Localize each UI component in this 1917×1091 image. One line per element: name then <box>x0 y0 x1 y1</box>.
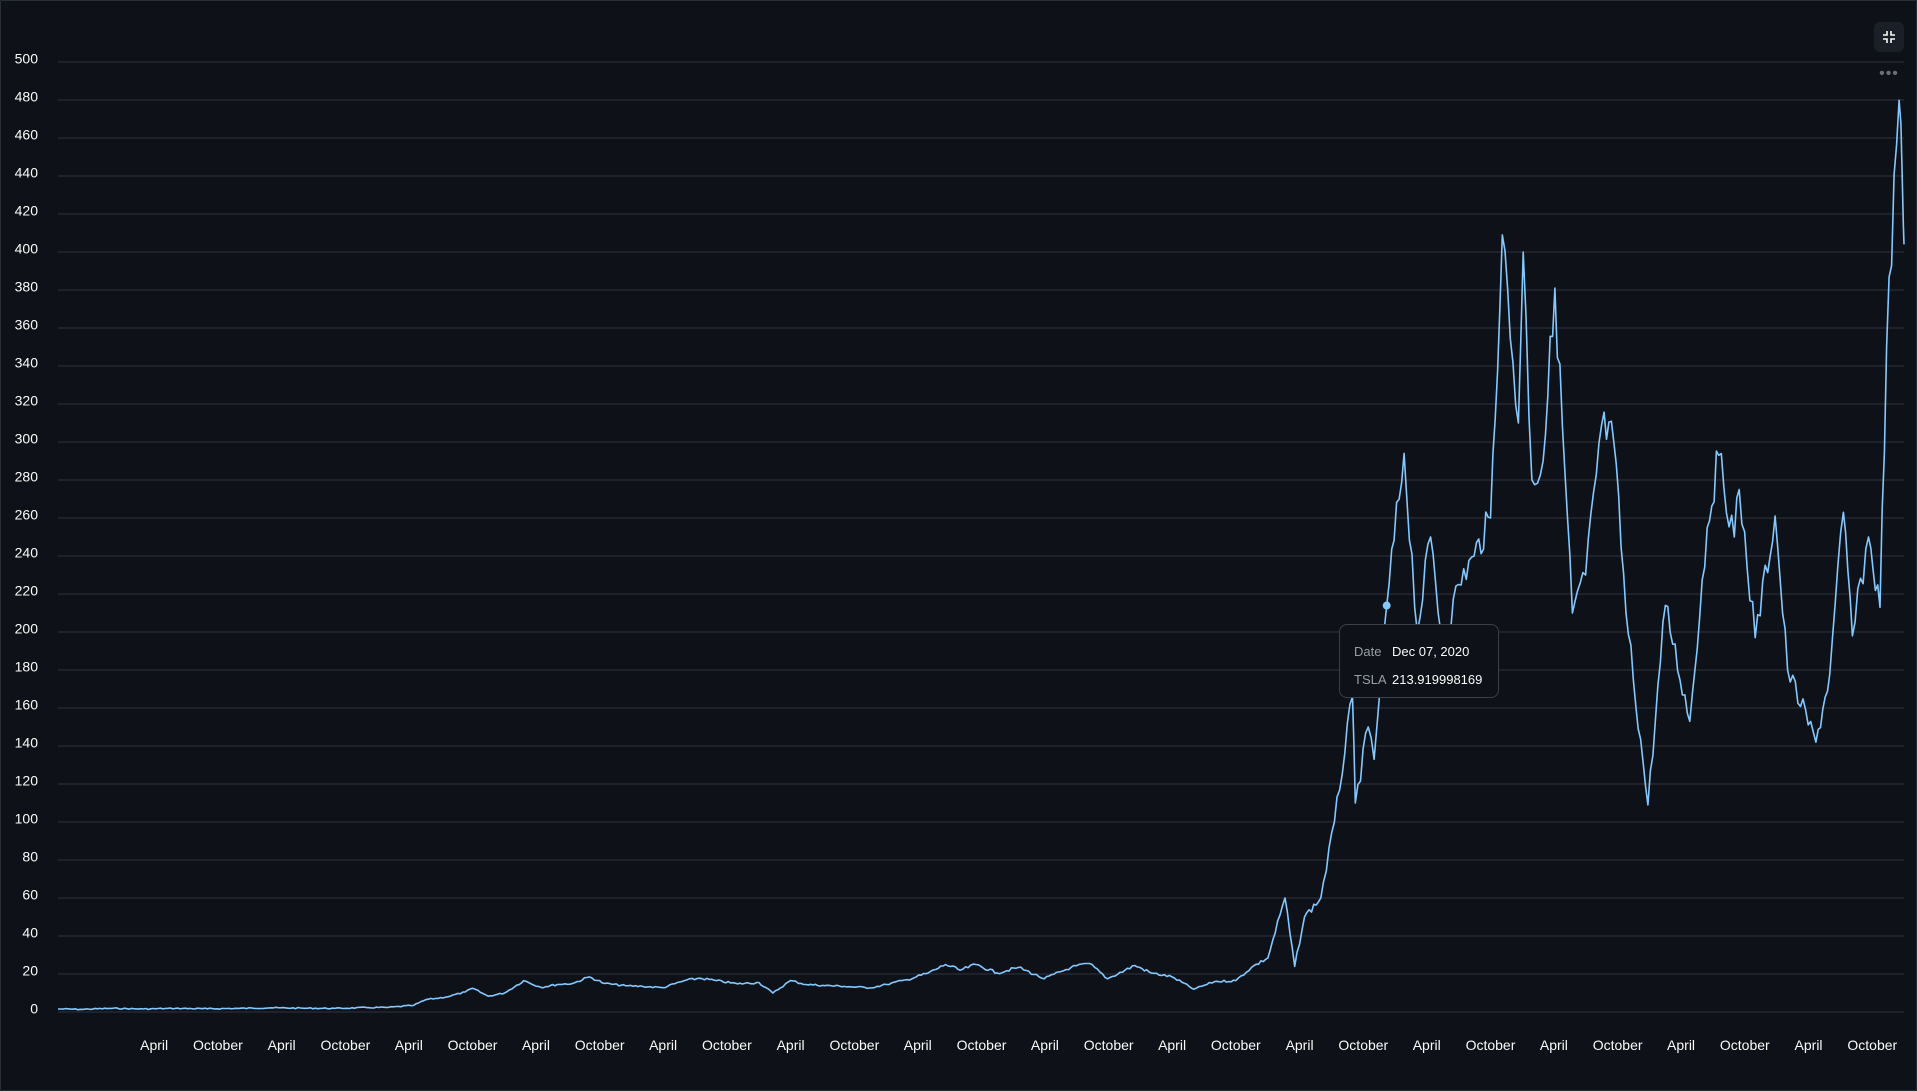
y-axis: 0 20 40 60 80 100 120 140 160 180 200 220 240 260 280 3… <box>15 51 39 1017</box>
x-tick-label: October <box>1593 1037 1643 1053</box>
y-tick-label: 500 <box>15 51 39 67</box>
y-tick-label: 40 <box>22 925 38 941</box>
y-tick-label: 160 <box>15 697 39 713</box>
y-tick-label: 20 <box>22 963 38 979</box>
y-tick-label: 260 <box>15 507 39 523</box>
tooltip-row-series: TSLA 213.919998169 <box>1354 665 1484 693</box>
x-tick-label: October <box>829 1037 879 1053</box>
x-tick-label: October <box>1338 1037 1388 1053</box>
tooltip-row-date: Date Dec 07, 2020 <box>1354 637 1484 665</box>
series-line-tsla[interactable] <box>58 99 1905 1011</box>
y-tick-label: 180 <box>15 659 39 675</box>
x-tick-label: April <box>1667 1037 1695 1053</box>
tooltip-series-key: TSLA <box>1354 671 1387 687</box>
x-tick-label: April <box>1413 1037 1441 1053</box>
y-tick-label: 420 <box>15 203 39 219</box>
x-tick-label: October <box>575 1037 625 1053</box>
x-tick-label: April <box>1031 1037 1059 1053</box>
x-tick-label: April <box>904 1037 932 1053</box>
x-tick-label: April <box>649 1037 677 1053</box>
x-tick-label: April <box>522 1037 550 1053</box>
x-tick-label: April <box>268 1037 296 1053</box>
x-tick-label: October <box>448 1037 498 1053</box>
y-tick-label: 300 <box>15 431 39 447</box>
y-tick-label: 400 <box>15 241 39 257</box>
x-tick-label: October <box>1466 1037 1516 1053</box>
x-tick-label: April <box>1286 1037 1314 1053</box>
tooltip-date-value: Dec 07, 2020 <box>1392 643 1470 659</box>
x-tick-label: October <box>1211 1037 1261 1053</box>
y-tick-label: 100 <box>15 811 39 827</box>
hovered-point-marker <box>1382 601 1391 610</box>
y-tick-label: 480 <box>15 89 39 105</box>
more-horizontal-icon[interactable]: ••• <box>1879 65 1899 82</box>
y-tick-label: 320 <box>15 393 39 409</box>
y-tick-label: 240 <box>15 545 39 561</box>
x-tick-label: April <box>1540 1037 1568 1053</box>
x-tick-label: October <box>320 1037 370 1053</box>
exit-fullscreen-button[interactable] <box>1874 22 1904 52</box>
y-tick-label: 360 <box>15 317 39 333</box>
y-tick-label: 460 <box>15 127 39 143</box>
x-axis: April October April October April October Apri… <box>140 1037 1897 1053</box>
hover-tooltip: Date Dec 07, 2020 TSLA 213.919998169 <box>1339 624 1499 698</box>
x-tick-label: April <box>777 1037 805 1053</box>
x-tick-label: April <box>1795 1037 1823 1053</box>
y-tick-label: 200 <box>15 621 39 637</box>
y-tick-label: 120 <box>15 773 39 789</box>
y-tick-label: 280 <box>15 469 39 485</box>
x-tick-label: October <box>193 1037 243 1053</box>
x-tick-label: October <box>957 1037 1007 1053</box>
x-tick-label: April <box>1158 1037 1186 1053</box>
tooltip-series-value: 213.919998169 <box>1392 671 1483 687</box>
gridlines <box>58 61 1904 1013</box>
exit-fullscreen-icon <box>1883 31 1895 43</box>
y-tick-label: 0 <box>30 1001 38 1017</box>
x-tick-label: October <box>702 1037 752 1053</box>
tooltip-date-key: Date <box>1354 643 1382 659</box>
x-tick-label: October <box>1720 1037 1770 1053</box>
y-tick-label: 60 <box>22 887 38 903</box>
x-tick-label: April <box>395 1037 423 1053</box>
y-tick-label: 440 <box>15 165 39 181</box>
y-tick-label: 220 <box>15 583 39 599</box>
y-tick-label: 340 <box>15 355 39 371</box>
x-tick-label: October <box>1084 1037 1134 1053</box>
x-tick-label: October <box>1847 1037 1897 1053</box>
y-tick-label: 380 <box>15 279 39 295</box>
x-tick-label: April <box>140 1037 168 1053</box>
y-tick-label: 140 <box>15 735 39 751</box>
y-tick-label: 80 <box>22 849 38 865</box>
